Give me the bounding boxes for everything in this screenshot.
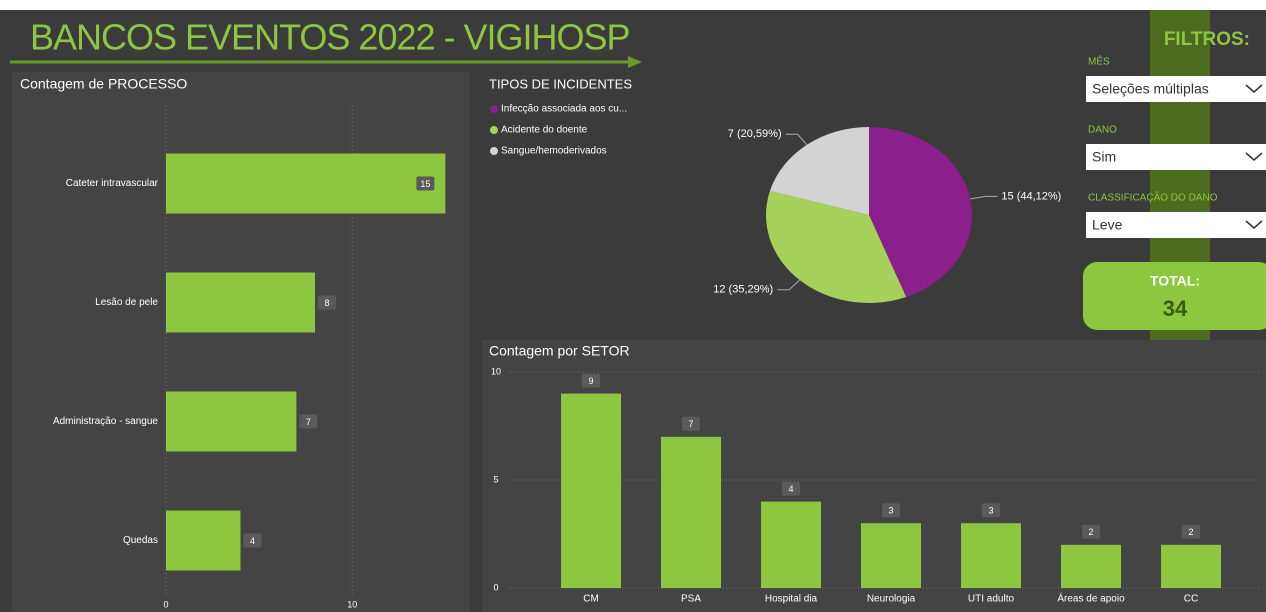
bar [861,523,921,588]
data-label: 3 [888,506,893,516]
chart-title: Contagem de PROCESSO [20,76,187,92]
y-tick-label: 0 [493,582,498,592]
panel [12,72,470,612]
chart-title: Contagem por SETOR [489,343,630,359]
bar [166,391,297,452]
x-tick-label: PSA [681,594,701,605]
data-label-box [416,176,435,191]
data-label: 4 [788,484,793,494]
legend-swatch [490,105,498,113]
data-label: 9 [588,376,593,386]
data-label: 2 [1088,527,1093,537]
data-label-box [582,373,600,388]
data-label-box [982,503,1000,518]
dropdown-caret [1245,152,1263,161]
dropdown-value: Leve [1092,217,1123,233]
data-label-box [299,414,318,429]
legend-label: Acidente do doente [501,125,588,136]
legend-swatch [490,126,498,134]
bar [1061,544,1121,588]
filters-title: FILTROS: [1164,29,1250,50]
dropdown-value: Seleções múltiplas [1092,81,1209,97]
bar [1161,544,1221,588]
bar [961,523,1021,588]
x-tick-label: Neurologia [867,594,916,605]
total-card [1083,262,1266,330]
y-tick-label: Lesão de pele [95,297,158,308]
leader-line [777,279,800,291]
bar [166,272,315,333]
dropdown[interactable] [1086,76,1266,102]
data-label: 7 [306,417,311,427]
chart-title: TIPOS DE INCIDENTES [489,76,632,91]
y-tick-label: Quedas [123,535,158,546]
filter-label: DANO [1088,125,1117,136]
legend-swatch [490,147,498,155]
leader-line [970,195,998,200]
data-label: 8 [324,298,329,308]
pie-slice [869,127,972,298]
data-label: 15 [420,179,430,189]
x-tick-label: Áreas de apoio [1057,592,1125,605]
title-arrow [628,56,642,68]
data-label-box [882,503,900,518]
x-tick-label: CC [1184,594,1198,605]
filter-label: MÊS [1088,55,1110,68]
dropdown[interactable] [1086,212,1266,238]
data-label: 15 (44,12%) [1001,190,1061,202]
dropdown-value: Sim [1092,149,1116,165]
data-label: 7 [688,419,693,429]
data-label: 12 (35,29%) [713,284,773,296]
data-label: 2 [1188,527,1193,537]
data-label-box [1082,524,1100,539]
data-label-box [243,533,262,548]
y-tick-label: Cateter intravascular [66,178,159,189]
x-tick-label: UTI adulto [968,594,1015,605]
dropdown-caret [1245,220,1263,229]
y-tick-label: Administração - sangue [53,416,158,427]
y-tick-label: 5 [493,474,498,484]
data-label: 7 (20,59%) [728,128,782,140]
data-label-box [682,416,700,431]
x-tick-label: CM [583,594,599,605]
total-label: TOTAL: [1150,273,1200,289]
x-tick-label: Hospital dia [765,594,818,605]
legend-label: Infecção associada aos cu... [501,104,627,115]
bar [761,501,821,588]
dropdown[interactable] [1086,144,1266,170]
total-value: 34 [1163,296,1188,321]
legend-label: Sangue/hemoderivados [501,146,607,157]
data-label: 4 [250,536,255,546]
x-tick-label: 0 [163,599,168,609]
page-title: BANCOS EVENTOS 2022 - VIGIHOSP [30,17,630,58]
leader-line [785,133,808,146]
pie-slice [766,190,907,303]
data-label: 3 [988,506,993,516]
bar [561,393,621,588]
filter-label: CLASSIFICAÇÃO DO DANO [1088,191,1218,204]
data-label-box [1182,524,1200,539]
bar [661,436,721,588]
x-tick-label: 10 [347,599,357,609]
y-tick-label: 10 [491,366,501,376]
data-label-box [782,481,800,496]
bar [166,153,446,214]
dropdown-caret [1245,84,1263,93]
pie-slice [769,127,869,215]
bar [166,510,241,571]
data-label-box [318,295,336,310]
